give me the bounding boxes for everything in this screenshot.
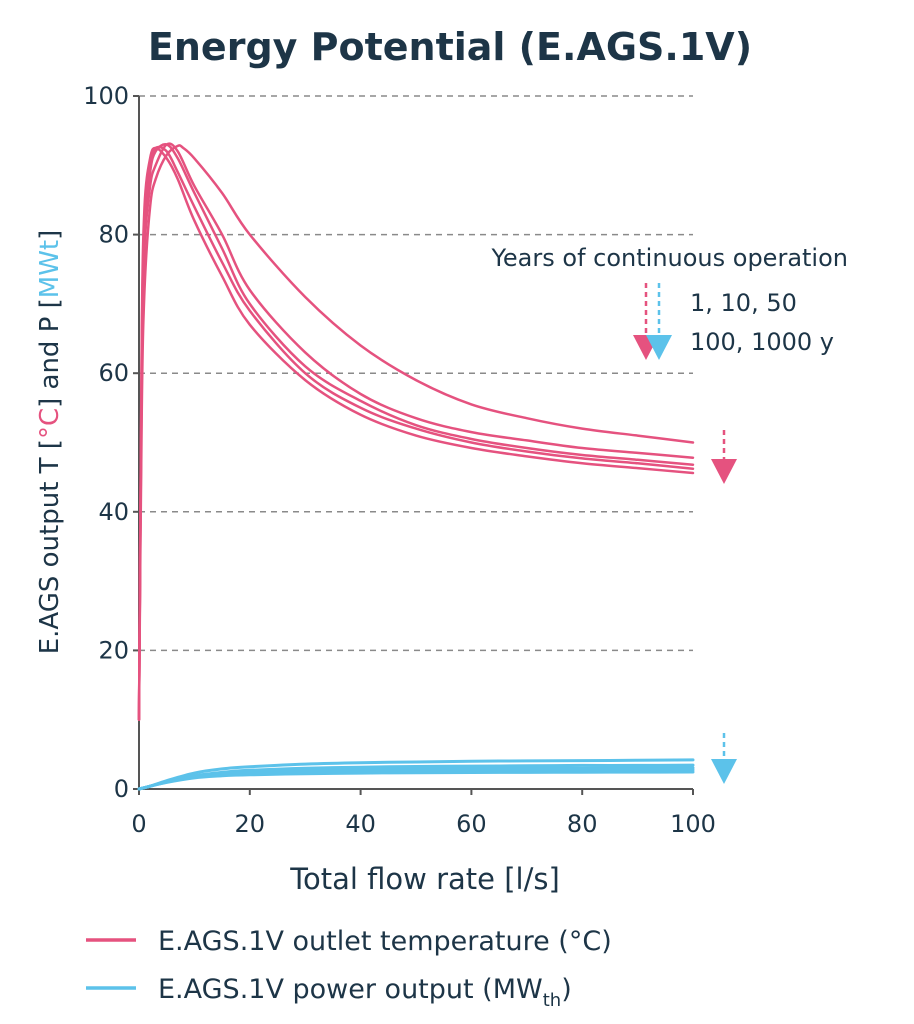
y-tick-label: 0 [114, 775, 129, 803]
x-tick-labels: 0 20 40 60 80 100 [131, 789, 716, 838]
x-tick-label: 60 [456, 810, 487, 838]
annotation-line1: 1, 10, 50 [690, 289, 797, 317]
series-lines [137, 142, 695, 791]
legend-label-temperature: E.AGS.1V outlet temperature (°C) [158, 926, 612, 957]
annotation-line2: 100, 1000 y [690, 328, 834, 356]
arrow-temperature-trend [711, 430, 737, 484]
temperature-series-line-3 [137, 146, 695, 721]
y-tick-label: 20 [98, 636, 129, 664]
y-axis-label: E.AGS output T [°C] and P [MWt] [35, 230, 65, 655]
x-tick-label: 100 [670, 810, 716, 838]
y-tick-labels: 0 20 40 60 80 100 [83, 82, 139, 803]
annotation-heading: Years of continuous operation [490, 244, 848, 272]
chart-title: Energy Potential (E.AGS.1V) [148, 25, 752, 69]
arrow-power-trend [711, 733, 737, 784]
legend: E.AGS.1V outlet temperature (°C) E.AGS.1… [86, 926, 612, 1011]
y-label-unit-p: MWt [35, 240, 65, 298]
y-tick-label: 40 [98, 498, 129, 526]
arrow-power-key [646, 283, 672, 360]
x-tick-label: 0 [131, 810, 146, 838]
legend-label-power: E.AGS.1V power output (MWth) [158, 974, 572, 1011]
x-tick-label: 80 [567, 810, 598, 838]
x-tick-label: 20 [235, 810, 266, 838]
power-series-line-9 [137, 770, 695, 791]
x-tick-label: 40 [345, 810, 376, 838]
gridlines [139, 95, 693, 652]
temperature-series-line-4 [137, 144, 695, 721]
y-tick-label: 80 [98, 221, 129, 249]
y-tick-label: 100 [83, 82, 129, 110]
y-label-unit-t: °C [35, 408, 65, 439]
x-axis-label: Total flow rate [l/s] [289, 862, 560, 896]
y-tick-label: 60 [98, 359, 129, 387]
